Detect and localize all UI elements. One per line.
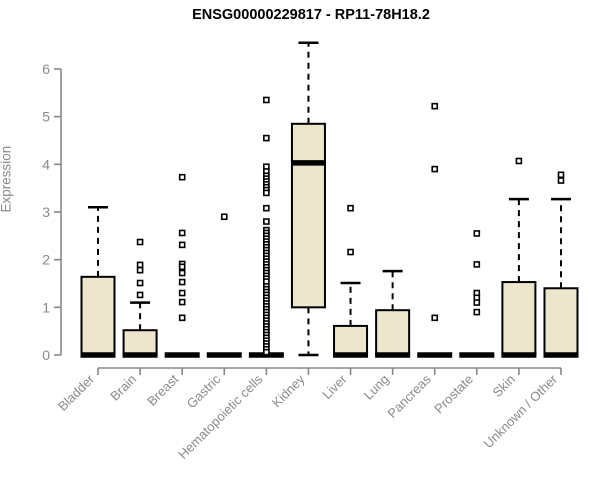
outlier-point [431,102,439,110]
outlier-point [473,261,481,268]
y-tick-label: 5 [42,109,50,125]
outlier-point [178,278,186,286]
outlier-point [557,171,565,179]
outlier-point [473,299,481,306]
outlier-point [347,204,354,212]
x-tick-label: Pancreas [384,371,434,421]
outlier-point [136,266,144,274]
y-tick-label: 0 [42,347,50,363]
x-tick-label: Lung [361,372,392,403]
x-tick-label: Bladder [55,371,98,414]
outlier-point [136,261,144,269]
outlier-point [263,204,270,212]
outlier-point [263,218,270,225]
outlier-point [178,289,186,297]
y-tick-label: 1 [42,299,50,315]
x-tick-label: Unknown / Other [481,371,561,451]
boxplot-box [333,324,369,356]
x-tick-label: Gastric [184,371,224,411]
y-tick-label: 6 [42,61,50,77]
x-tick-label: Liver [319,371,350,402]
outlier-point [263,189,270,197]
x-tick-label: Skin [490,372,518,400]
outlier-point [515,157,523,165]
outlier-point [136,291,144,299]
outlier-point [178,314,186,322]
y-tick-label: 2 [42,252,50,268]
outlier-point [178,269,186,277]
y-tick-label: 3 [42,204,50,220]
outlier-point [136,279,144,287]
x-tick-label: Prostate [431,372,476,417]
boxplot-box [290,122,326,309]
outlier-point [136,238,144,246]
x-tick-label: Brain [107,372,139,404]
x-tick-label: Kidney [269,371,308,410]
outlier-point [347,248,354,256]
outlier-point [178,263,186,271]
boxplot-box [375,309,411,356]
outlier-point [178,229,186,237]
outlier-point [178,173,186,181]
boxplot-box [122,329,158,357]
outlier-point [263,134,270,142]
x-tick-label: Breast [144,371,181,408]
outlier-point [431,165,439,173]
outlier-point [473,230,481,237]
boxplot-box [80,275,116,356]
outlier-point [431,314,439,322]
outlier-point [473,308,481,316]
outlier-point [557,177,565,184]
outlier-point [263,348,270,356]
boxplot-box [501,281,537,357]
outlier-point [178,241,186,249]
outlier-point [178,298,186,306]
y-tick-label: 4 [42,156,50,172]
outlier-point [220,213,228,221]
boxplot-box [543,287,579,356]
chart-title: ENSG00000229817 - RP11-78H18.2 [192,7,430,23]
outlier-point [263,96,270,104]
